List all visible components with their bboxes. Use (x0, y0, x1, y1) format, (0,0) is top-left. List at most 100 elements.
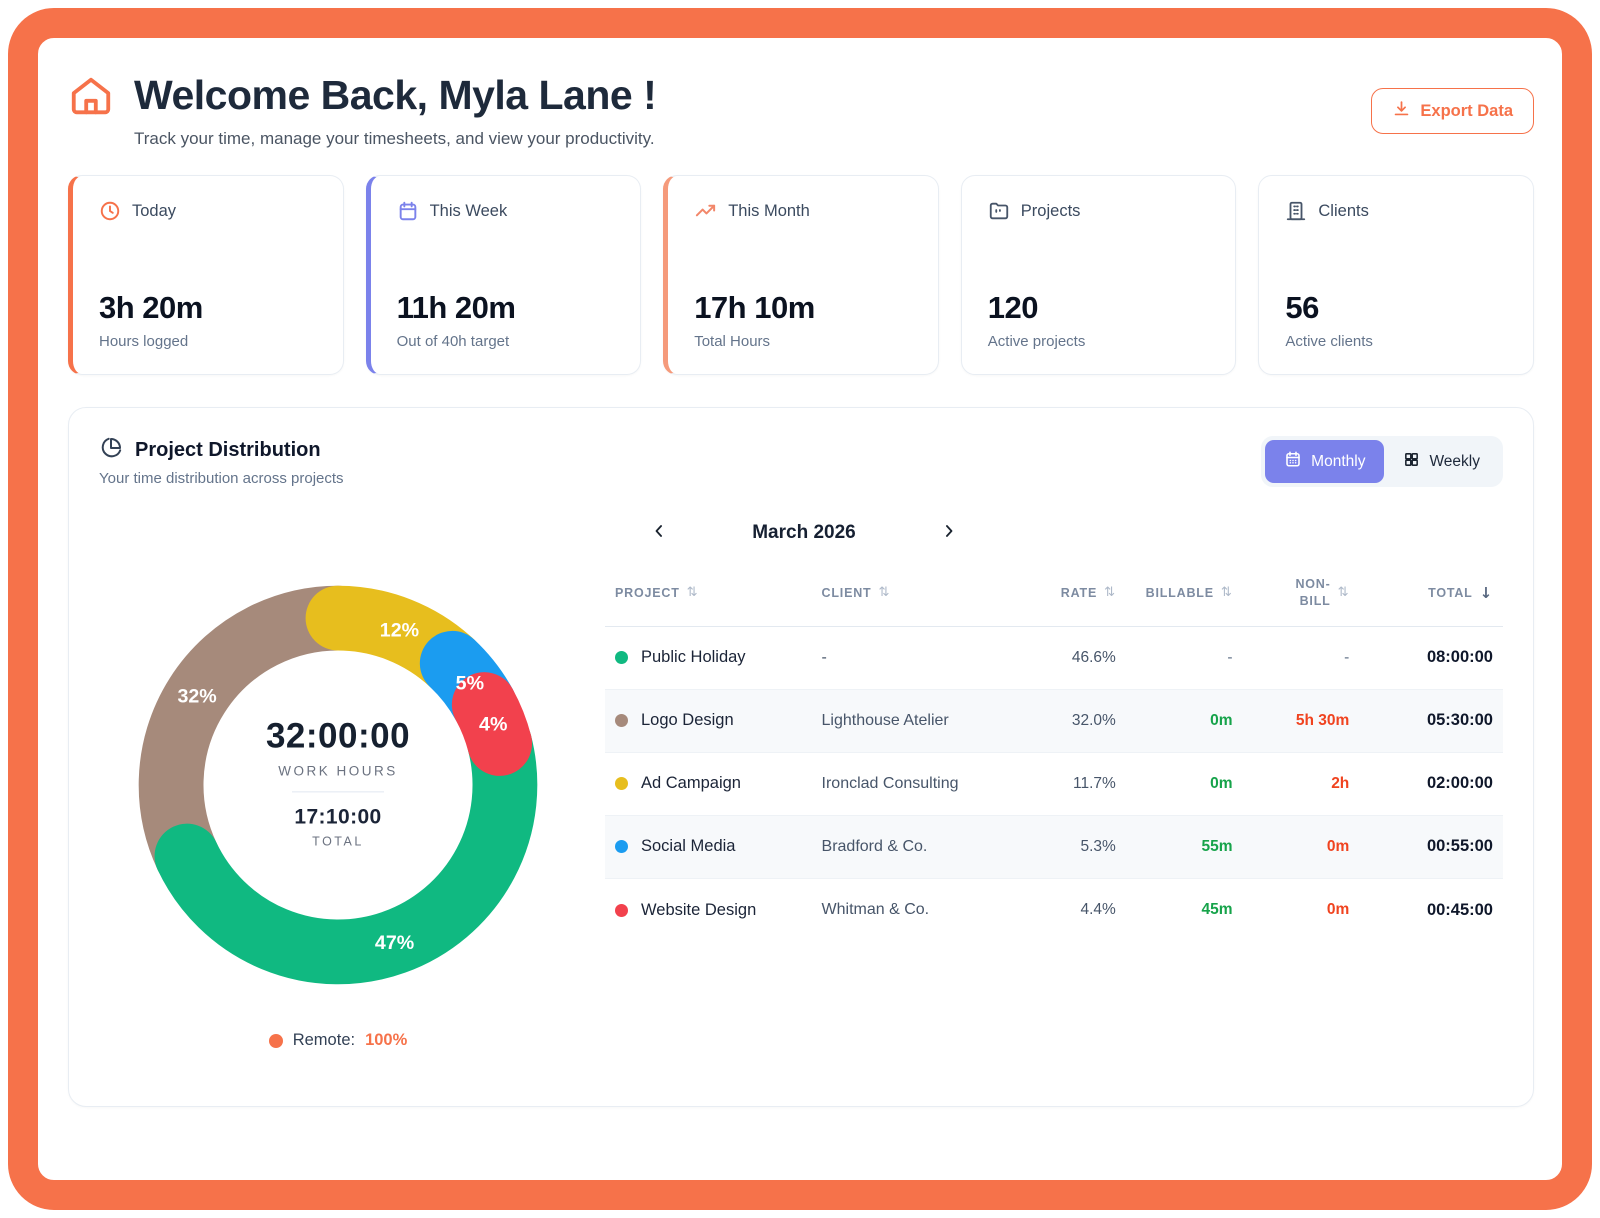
project-color-dot (615, 714, 628, 728)
project-name: Social Media (641, 837, 736, 856)
stats-cards: Today 3h 20m Hours logged This Week 11h … (68, 175, 1534, 375)
nonbill-cell: 5h 30m (1295, 711, 1350, 729)
month-navigation: March 2026 (643, 515, 965, 550)
donut-segment-label: 4% (479, 713, 507, 735)
column-header-project[interactable]: PROJECT ⇅ (605, 568, 812, 627)
table-row[interactable]: Social Media Bradford & Co. 5.3% 55m 0m 00:55… (605, 815, 1503, 879)
project-distribution-panel: Project Distribution Your time distribut… (68, 407, 1534, 1107)
nonbill-cell: - (1344, 648, 1350, 666)
panel-title: Project Distribution (135, 439, 321, 461)
sort-icon: ⇅ (1337, 585, 1350, 601)
client-cell: Lighthouse Atelier (821, 711, 949, 729)
total-cell: 00:45:00 (1426, 900, 1493, 919)
legend-label: Remote: (292, 1031, 356, 1049)
view-toggle: Monthly Weekly (1261, 436, 1503, 487)
stat-sublabel: Active projects (987, 333, 1086, 350)
column-header-rate[interactable]: RATE ⇅ (1018, 568, 1126, 627)
table-row[interactable]: Logo Design Lighthouse Atelier 32.0% 0m 5h 3… (605, 689, 1503, 753)
sort-icon: ⇅ (686, 585, 699, 601)
project-color-dot (615, 903, 628, 917)
column-header-client[interactable]: CLIENT ⇅ (811, 568, 1019, 627)
sort-icon: ⇅ (1104, 585, 1116, 601)
donut-center: 32:00:00 WORK HOURS 17:10:00 TOTAL (218, 716, 458, 848)
project-name: Logo Design (641, 711, 734, 730)
weekly-toggle-button[interactable]: Weekly (1384, 441, 1499, 483)
stat-label: Clients (1318, 201, 1369, 220)
table-row[interactable]: Ad Campaign Ironclad Consulting 11.7% 0m 2h 0… (605, 752, 1503, 815)
stat-card-projects: Projects 120 Active projects (960, 175, 1237, 375)
column-label: TOTAL (1428, 585, 1473, 600)
chevron-right-icon (939, 521, 959, 544)
total-cell: 02:00:00 (1426, 774, 1493, 793)
donut-segment-website-design[interactable] (451, 672, 533, 776)
monthly-toggle-button[interactable]: Monthly (1265, 440, 1385, 483)
stat-value: 11h 20m (396, 290, 516, 325)
stat-card-clients: Clients 56 Active clients (1258, 175, 1534, 375)
column-label: RATE (1060, 585, 1098, 600)
client-cell: Bradford & Co. (821, 837, 928, 855)
column-label: PROJECT (615, 585, 680, 600)
project-name: Ad Campaign (641, 774, 741, 793)
table-row[interactable]: Public Holiday - 46.6% - - 08:00:00 (605, 626, 1503, 689)
stat-sublabel: Hours logged (99, 333, 189, 350)
table-body: Public Holiday - 46.6% - - 08:00:00 Logo Desig… (605, 626, 1503, 941)
rate-cell: 46.6% (1071, 648, 1116, 666)
calendar-icon (397, 200, 419, 222)
donut-segment-logo-design[interactable] (138, 585, 371, 889)
projects-table: PROJECT ⇅ CLIENT ⇅ RATE ⇅ BILLABLE ⇅ NON-BILL ⇅ TO… (605, 568, 1503, 941)
sort-icon: ⇅ (878, 585, 891, 601)
donut-segment-public-holiday[interactable] (154, 711, 538, 985)
page-subtitle: Track your time, manage your timesheets,… (134, 129, 655, 148)
download-icon (1392, 99, 1411, 123)
center-divider (292, 791, 384, 793)
billable-cell: 0m (1210, 774, 1233, 792)
header-left: Welcome Back, Myla Lane ! Track your tim… (68, 72, 657, 149)
stat-value: 56 (1285, 290, 1319, 325)
rate-cell: 32.0% (1071, 711, 1116, 729)
table-row[interactable]: Website Design Whitman & Co. 4.4% 45m 0m 00:4… (605, 878, 1503, 941)
stat-card-today: Today 3h 20m Hours logged (68, 175, 344, 375)
stat-value: 3h 20m (99, 290, 203, 325)
column-header-total[interactable]: TOTAL ↓ (1359, 568, 1503, 627)
project-color-dot (615, 840, 628, 854)
nonbill-cell: 2h (1331, 774, 1350, 792)
billable-cell: 55m (1201, 837, 1233, 855)
column-label: CLIENT (821, 585, 872, 600)
total-hours-value: 17:10:00 (294, 805, 382, 829)
folder-icon (988, 200, 1010, 222)
column-header-non-bill[interactable]: NON-BILL ⇅ (1242, 568, 1360, 627)
pie-chart-icon (99, 436, 123, 465)
device-frame: Welcome Back, Myla Lane ! Track your tim… (8, 8, 1592, 1210)
total-cell: 00:55:00 (1426, 837, 1493, 856)
rate-cell: 11.7% (1073, 774, 1116, 792)
dashboard: Welcome Back, Myla Lane ! Track your tim… (38, 38, 1562, 1180)
stat-sublabel: Out of 40h target (396, 333, 510, 350)
donut-segment-label: 32% (177, 685, 216, 707)
page-header: Welcome Back, Myla Lane ! Track your tim… (68, 72, 1534, 149)
donut-segment-label: 5% (456, 673, 484, 695)
nonbill-cell: 0m (1326, 901, 1350, 918)
page-title: Welcome Back, Myla Lane ! (134, 72, 657, 118)
stat-label: This Month (728, 202, 810, 220)
client-cell: - (821, 648, 827, 666)
total-cell: 05:30:00 (1426, 711, 1493, 730)
table-column: March 2026 PROJECT ⇅ CLIENT ⇅ RATE ⇅ BILLABLE ⇅… (605, 513, 1503, 1050)
next-month-button[interactable] (933, 515, 965, 550)
sort-desc-icon: ↓ (1479, 583, 1493, 602)
billable-cell: 45m (1201, 901, 1233, 918)
legend-dot (268, 1033, 283, 1048)
grid-icon (1403, 451, 1420, 473)
project-color-dot (615, 777, 628, 791)
trending-up-icon (694, 200, 717, 223)
export-data-button[interactable]: Export Data (1371, 88, 1534, 134)
stat-card-this-month: This Month 17h 10m Total Hours (663, 175, 939, 375)
donut-segment-label: 47% (375, 932, 414, 954)
stat-label: Projects (1020, 201, 1081, 220)
column-header-billable[interactable]: BILLABLE ⇅ (1125, 568, 1243, 627)
stat-card-this-week: This Week 11h 20m Out of 40h target (365, 175, 642, 375)
column-label: BILLABLE (1145, 585, 1214, 600)
chevron-left-icon (649, 521, 669, 544)
prev-month-button[interactable] (643, 515, 675, 550)
column-label: NON-BILL (1295, 577, 1331, 608)
table-header-row: PROJECT ⇅ CLIENT ⇅ RATE ⇅ BILLABLE ⇅ NON-BILL ⇅ TO… (605, 568, 1503, 627)
